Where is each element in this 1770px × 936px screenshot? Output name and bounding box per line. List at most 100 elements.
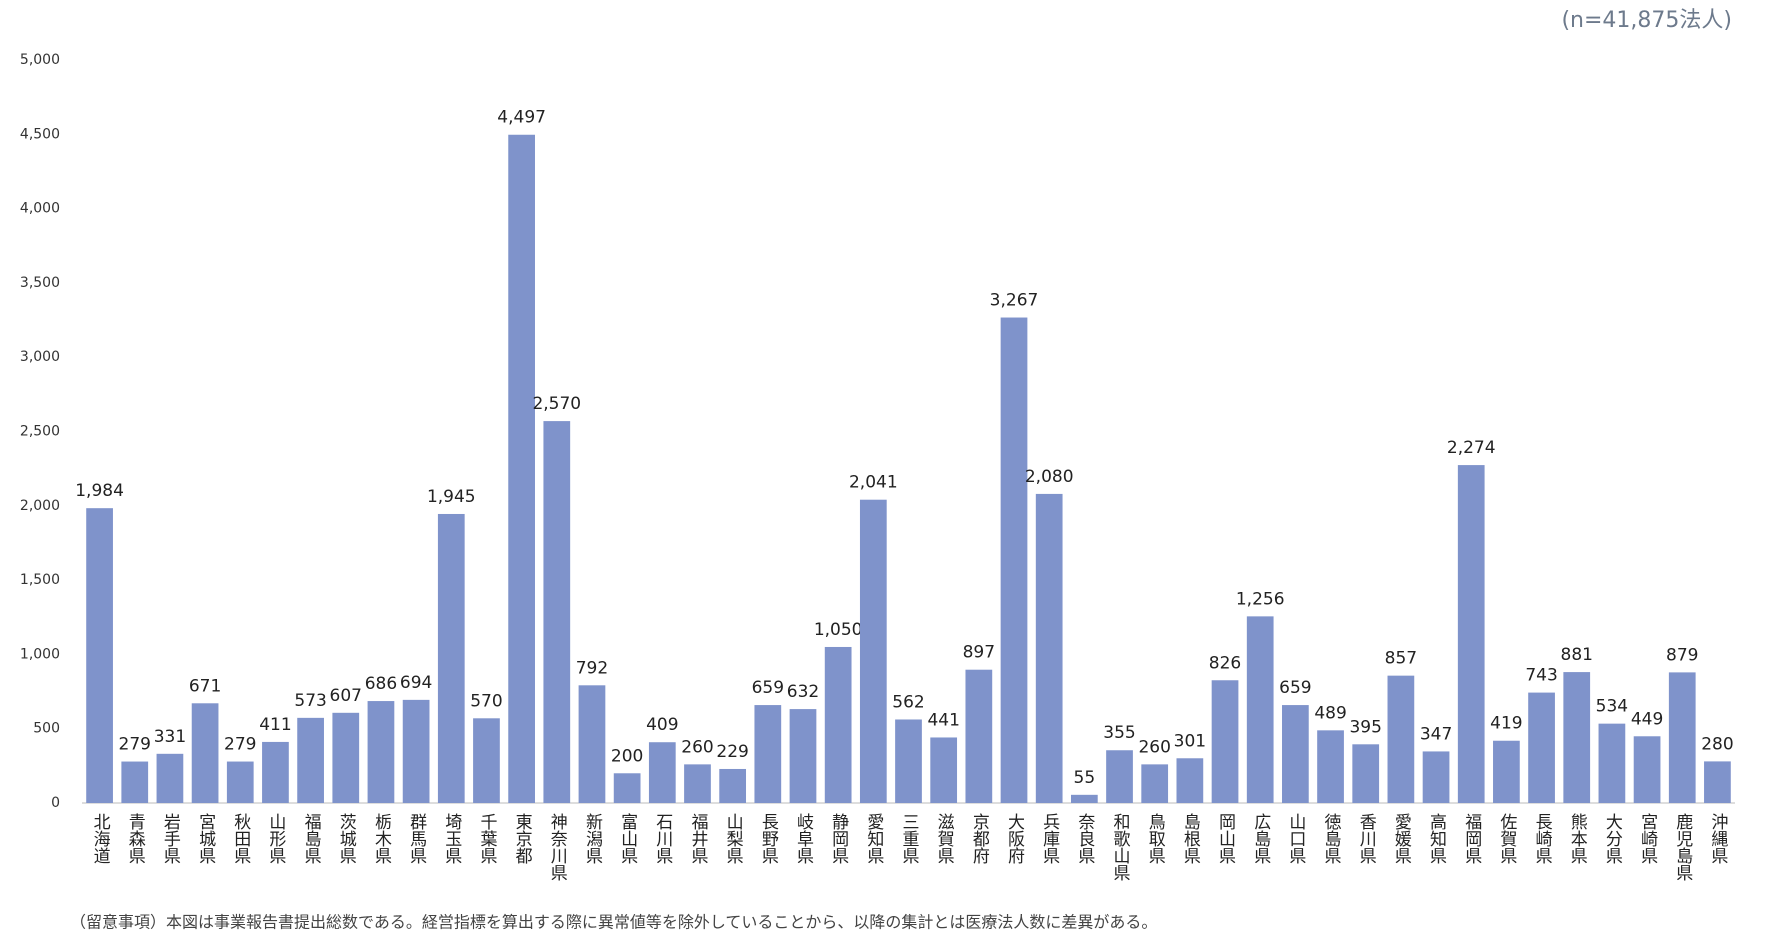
value-label: 441 xyxy=(927,710,959,730)
bar xyxy=(367,701,395,803)
value-label: 686 xyxy=(365,674,397,694)
value-label: 573 xyxy=(294,691,326,711)
x-tick-label: 新潟県 xyxy=(582,813,603,864)
value-label: 826 xyxy=(1209,653,1241,673)
x-tick-label: 神奈川県 xyxy=(547,813,568,881)
bar xyxy=(1070,794,1098,803)
y-tick-label: 2,500 xyxy=(20,424,60,440)
value-label: 301 xyxy=(1174,731,1206,751)
value-label: 260 xyxy=(681,737,713,757)
value-label: 2,080 xyxy=(1025,467,1074,487)
x-tick-label: 愛媛県 xyxy=(1391,813,1412,864)
y-tick-label: 5,000 xyxy=(20,52,60,68)
value-label: 881 xyxy=(1561,645,1593,665)
bar xyxy=(1000,317,1028,803)
bar xyxy=(754,705,782,803)
value-label: 1,984 xyxy=(75,481,124,501)
x-tick-label: 長崎県 xyxy=(1532,813,1553,864)
value-label: 279 xyxy=(224,735,256,755)
bar xyxy=(648,742,676,803)
value-label: 534 xyxy=(1596,697,1628,717)
value-label: 1,050 xyxy=(814,620,863,640)
bar xyxy=(1422,751,1450,803)
x-tick-label: 埼玉県 xyxy=(441,813,462,864)
bar xyxy=(1704,761,1731,803)
x-tick-label: 奈良県 xyxy=(1074,813,1095,864)
x-tick-label: 京都府 xyxy=(969,813,990,865)
bar xyxy=(578,685,606,803)
x-tick-label: 青森県 xyxy=(125,813,146,864)
bar xyxy=(1035,493,1063,803)
bar xyxy=(719,768,747,803)
bar xyxy=(824,646,852,803)
value-label: 2,041 xyxy=(849,473,898,493)
value-label: 4,497 xyxy=(497,108,546,128)
value-label: 200 xyxy=(611,746,643,766)
y-tick-label: 3,500 xyxy=(20,275,60,291)
bar xyxy=(1387,675,1415,803)
x-tick-label: 鳥取県 xyxy=(1145,813,1166,864)
x-tick-label: 大阪府 xyxy=(1004,813,1025,865)
x-tick-label: 鹿児島県 xyxy=(1672,813,1693,881)
y-tick-label: 4,000 xyxy=(20,201,60,217)
bar xyxy=(191,703,219,803)
x-tick-label: 香川県 xyxy=(1356,813,1377,864)
x-tick-label: 広島県 xyxy=(1250,813,1271,864)
x-tick-label: 愛知県 xyxy=(863,813,884,864)
value-label: 632 xyxy=(787,682,819,702)
bar xyxy=(1176,758,1204,803)
x-tick-label: 島根県 xyxy=(1180,813,1201,864)
bar xyxy=(543,421,571,803)
x-tick-label: 福井県 xyxy=(687,813,708,864)
chart-note: （留意事項）本図は事業報告書提出総数である。経営指標を算出する際に異常値等を除外… xyxy=(70,913,1157,932)
x-tick-label: 福岡県 xyxy=(1461,813,1482,864)
x-tick-label: 富山県 xyxy=(617,813,638,864)
x-tick-label: 熊本県 xyxy=(1567,813,1588,864)
x-tick-label: 岩手県 xyxy=(160,813,181,864)
value-label: 607 xyxy=(330,686,362,706)
bar xyxy=(1141,764,1169,803)
y-tick-label: 1,500 xyxy=(20,572,60,588)
x-tick-label: 栃木県 xyxy=(371,813,392,864)
x-tick-label: 兵庫県 xyxy=(1039,813,1060,864)
bar xyxy=(1493,740,1520,803)
x-tick-label: 茨城県 xyxy=(336,813,357,864)
value-label: 659 xyxy=(752,678,784,698)
value-label: 279 xyxy=(119,735,151,755)
value-label: 897 xyxy=(963,643,995,663)
x-tick-label: 滋賀県 xyxy=(934,813,955,864)
value-label: 857 xyxy=(1385,649,1417,669)
value-label: 419 xyxy=(1490,714,1522,734)
x-tick-label: 北海道 xyxy=(90,813,111,864)
value-label: 1,256 xyxy=(1236,589,1285,609)
x-tick-label: 高知県 xyxy=(1426,813,1447,864)
value-label: 562 xyxy=(892,692,924,712)
bar xyxy=(226,761,254,803)
value-label: 1,945 xyxy=(427,487,476,507)
value-label: 449 xyxy=(1631,709,1663,729)
bar xyxy=(121,761,149,803)
y-tick-label: 4,500 xyxy=(20,126,60,142)
bar xyxy=(297,717,324,803)
value-label: 2,570 xyxy=(532,394,581,414)
x-tick-label: 山梨県 xyxy=(723,813,744,864)
x-tick-label: 東京都 xyxy=(512,813,533,864)
value-label: 280 xyxy=(1701,734,1733,754)
bar xyxy=(1457,465,1485,803)
bar xyxy=(684,764,711,803)
x-tick-label: 群馬県 xyxy=(406,813,427,864)
value-label: 229 xyxy=(716,742,748,762)
bar xyxy=(859,499,887,803)
bar xyxy=(1563,672,1591,803)
x-tick-label: 沖縄県 xyxy=(1707,813,1728,864)
x-tick-label: 岡山県 xyxy=(1215,813,1236,864)
value-label: 260 xyxy=(1138,737,1170,757)
bar xyxy=(1317,730,1344,803)
x-tick-label: 大分県 xyxy=(1602,813,1623,864)
value-label: 411 xyxy=(259,715,291,735)
bar xyxy=(1352,744,1380,803)
y-tick-label: 0 xyxy=(51,795,60,811)
y-tick-label: 3,000 xyxy=(20,349,60,365)
value-label: 2,274 xyxy=(1447,438,1496,458)
value-label: 347 xyxy=(1420,724,1452,744)
